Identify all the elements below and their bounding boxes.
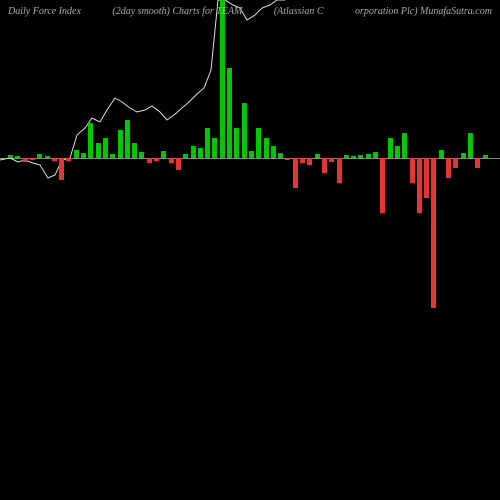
force-bar	[183, 154, 188, 158]
force-bar	[431, 158, 436, 308]
force-bar	[366, 154, 371, 158]
force-bar	[278, 153, 283, 158]
force-bar	[322, 158, 327, 173]
force-bar	[110, 154, 115, 158]
force-bar	[271, 146, 276, 158]
force-bar	[88, 123, 93, 158]
price-overlay-line	[0, 0, 500, 500]
header-center-right: (Atlassian C	[274, 6, 324, 17]
force-bar	[74, 150, 79, 158]
force-bar	[344, 155, 349, 158]
force-bar	[439, 150, 444, 158]
force-bar	[380, 158, 385, 213]
force-bar	[468, 133, 473, 158]
force-bar	[242, 103, 247, 158]
force-bar	[52, 158, 57, 161]
force-bar	[191, 146, 196, 158]
force-bar	[285, 158, 290, 160]
force-bar	[256, 128, 261, 158]
force-bar	[300, 158, 305, 163]
force-bar	[30, 158, 35, 160]
force-bar	[483, 155, 488, 158]
header-left: Daily Force Index	[8, 6, 81, 17]
force-bar	[66, 158, 71, 161]
force-bar	[132, 143, 137, 158]
force-bar	[161, 151, 166, 158]
force-bar	[446, 158, 451, 178]
force-bar	[475, 158, 480, 168]
force-bar	[118, 130, 123, 158]
force-bar	[139, 152, 144, 158]
force-bar	[315, 154, 320, 158]
force-bar	[81, 153, 86, 158]
force-bar	[45, 156, 50, 158]
force-bar	[388, 138, 393, 158]
force-bar	[358, 155, 363, 158]
force-bar	[337, 158, 342, 183]
force-bar	[410, 158, 415, 183]
force-bar	[198, 148, 203, 158]
force-bar	[37, 154, 42, 158]
header-right: orporation Plc) MunafaSutra.com	[355, 6, 492, 17]
force-bar	[417, 158, 422, 213]
force-bar	[424, 158, 429, 198]
force-bar	[351, 156, 356, 158]
force-bar	[461, 153, 466, 158]
force-bar	[307, 158, 312, 165]
force-bar	[147, 158, 152, 163]
force-bar	[169, 158, 174, 163]
force-bar	[293, 158, 298, 188]
force-bar	[23, 158, 28, 162]
force-bar	[8, 155, 13, 158]
force-bar	[154, 158, 159, 161]
force-bar	[264, 138, 269, 158]
force-bar	[395, 146, 400, 158]
force-bar	[212, 138, 217, 158]
force-bar	[103, 138, 108, 158]
force-bar	[59, 158, 64, 180]
force-bar	[234, 128, 239, 158]
force-bar	[249, 151, 254, 158]
force-bar	[176, 158, 181, 170]
force-bar	[15, 156, 20, 158]
force-bar	[125, 120, 130, 158]
force-index-chart	[0, 0, 500, 500]
force-bar	[329, 158, 334, 162]
force-bar	[402, 133, 407, 158]
header-center-left: (2day smooth) Charts for TEAM	[112, 6, 242, 17]
force-bar	[220, 0, 225, 158]
force-bar	[205, 128, 210, 158]
force-bar	[227, 68, 232, 158]
force-bar	[96, 143, 101, 158]
chart-header: Daily Force Index (2day smooth) Charts f…	[0, 6, 500, 17]
force-bar	[373, 152, 378, 158]
force-bar	[453, 158, 458, 168]
